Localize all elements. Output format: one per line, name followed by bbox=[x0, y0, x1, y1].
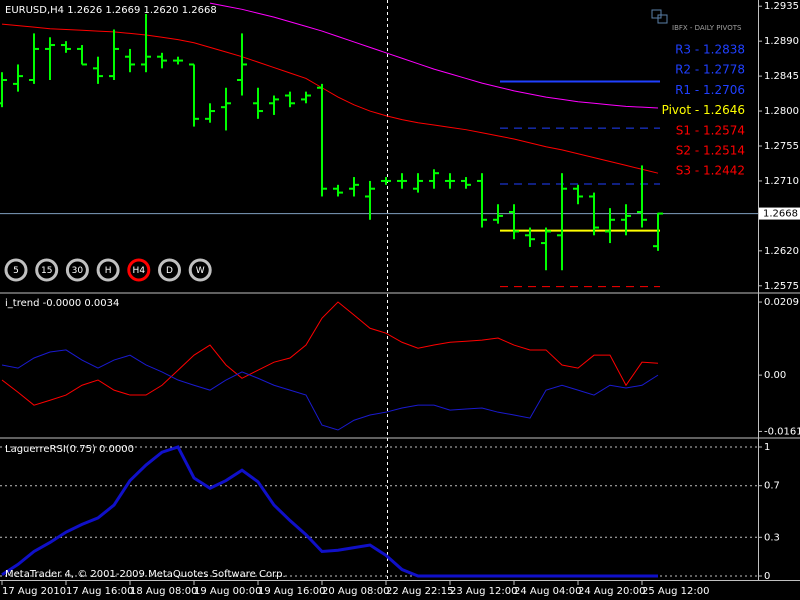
y-tick-label: 1.2845 bbox=[764, 71, 799, 82]
moving-average bbox=[1, 23, 659, 174]
button-ring bbox=[96, 258, 120, 282]
indicator-title: LaguerreRSI(0.75) 0.0000 bbox=[5, 444, 134, 455]
button-label: H4 bbox=[133, 266, 146, 276]
button-ring bbox=[158, 258, 181, 282]
y-tick-label: 0.7 bbox=[764, 481, 780, 492]
timeframe-button[interactable]: H bbox=[96, 258, 120, 282]
x-tick-label: 18 Aug 08:00 bbox=[130, 586, 197, 597]
y-tick-label: 0.00 bbox=[764, 370, 786, 381]
y-tick-label: 1.2710 bbox=[764, 176, 799, 187]
button-ring bbox=[65, 258, 89, 282]
button-ring bbox=[35, 258, 59, 282]
y-tick-label: 1.2935 bbox=[764, 1, 799, 12]
indicator-line bbox=[1, 445, 658, 578]
x-tick-label: 19 Aug 16:00 bbox=[258, 586, 325, 597]
last-price-label: 1.2668 bbox=[763, 209, 798, 220]
panel bbox=[0, 445, 758, 578]
indicator-title: i_trend -0.0000 0.0034 bbox=[5, 298, 119, 309]
pivot-label: S3 - 1.2442 bbox=[676, 164, 745, 178]
timeframe-button[interactable]: D bbox=[158, 258, 181, 282]
y-tick-label: 1.2620 bbox=[764, 246, 799, 257]
pivot-title: IBFX - DAILY PIVOTS bbox=[672, 24, 742, 32]
y-tick-label: 1.2800 bbox=[764, 106, 799, 117]
last-price-box bbox=[759, 207, 800, 220]
x-tick-label: 23 Aug 12:00 bbox=[450, 586, 517, 597]
x-tick-label: 17 Aug 2010 bbox=[2, 586, 66, 597]
pivot-label: R3 - 1.2838 bbox=[675, 43, 745, 57]
pivot-label: R2 - 1.2778 bbox=[675, 63, 745, 77]
button-label: D bbox=[166, 266, 173, 276]
y-tick-label: 1.2755 bbox=[764, 141, 799, 152]
pivot-label: R1 - 1.2706 bbox=[675, 83, 745, 97]
y-tick-label: 1.2575 bbox=[764, 281, 799, 292]
panel bbox=[0, 2, 758, 288]
button-label: W bbox=[196, 266, 205, 276]
y-tick-label: 0.3 bbox=[764, 532, 780, 543]
y-tick-label: 1 bbox=[764, 442, 770, 453]
x-tick-label: 22 Aug 22:15 bbox=[386, 586, 453, 597]
icon-part bbox=[657, 14, 668, 24]
price-title: EURUSD,H4 1.2626 1.2669 1.2620 1.2668 bbox=[5, 5, 217, 16]
y-tick-label: 0.0209 bbox=[764, 297, 799, 308]
x-tick-label: 25 Aug 12:00 bbox=[642, 586, 709, 597]
x-tick-label: 19 Aug 00:00 bbox=[194, 586, 261, 597]
indicator-line bbox=[1, 349, 659, 431]
x-tick-label: 17 Aug 16:00 bbox=[66, 586, 133, 597]
button-label: 5 bbox=[13, 266, 19, 276]
x-tick-label: 24 Aug 20:00 bbox=[578, 586, 645, 597]
button-ring bbox=[188, 258, 212, 282]
pivot-icon bbox=[651, 9, 668, 24]
indicator-line bbox=[1, 301, 659, 406]
button-ring bbox=[4, 258, 28, 282]
timeframe-button[interactable]: W bbox=[188, 258, 212, 282]
button-ring bbox=[127, 258, 151, 282]
pivot-label: S1 - 1.2574 bbox=[676, 123, 745, 137]
timeframe-button[interactable]: 5 bbox=[4, 258, 28, 282]
icon-part bbox=[651, 9, 662, 19]
x-tick-label: 20 Aug 08:00 bbox=[322, 586, 389, 597]
y-tick-label: -0.0161 bbox=[764, 426, 800, 437]
timeframe-button[interactable]: 30 bbox=[65, 258, 89, 282]
x-tick-label: 24 Aug 04:00 bbox=[514, 586, 581, 597]
pivot-label: S2 - 1.2514 bbox=[676, 144, 745, 158]
button-label: 30 bbox=[72, 266, 84, 276]
y-tick-label: 0 bbox=[764, 571, 770, 582]
footer: MetaTrader 4, © 2001-2009 MetaQuotes Sof… bbox=[5, 569, 286, 580]
button-label: H bbox=[105, 266, 112, 276]
y-tick-label: 1.2890 bbox=[764, 36, 799, 47]
panel bbox=[1, 301, 659, 431]
timeframe-button[interactable]: 15 bbox=[35, 258, 59, 282]
timeframe-button[interactable]: H4 bbox=[127, 258, 151, 282]
pivot-label: Pivot - 1.2646 bbox=[662, 103, 745, 117]
moving-average bbox=[209, 2, 659, 109]
button-label: 15 bbox=[41, 266, 52, 276]
